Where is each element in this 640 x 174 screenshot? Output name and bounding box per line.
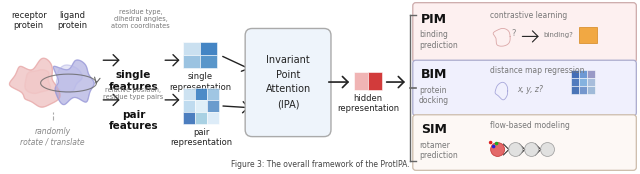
Text: SIM: SIM: [420, 123, 447, 136]
Text: randomly
rotate / translate: randomly rotate / translate: [20, 127, 85, 146]
Bar: [183, 42, 200, 55]
Bar: [195, 112, 207, 124]
Bar: [183, 55, 200, 68]
Text: receptor
protein: receptor protein: [11, 11, 47, 30]
FancyBboxPatch shape: [413, 115, 636, 170]
Polygon shape: [493, 28, 510, 46]
Text: pair
features: pair features: [109, 110, 158, 131]
Bar: [588, 78, 595, 86]
Bar: [572, 70, 579, 78]
Text: rotamer
prediction: rotamer prediction: [419, 141, 458, 160]
Bar: [579, 78, 588, 86]
Circle shape: [491, 143, 504, 156]
Text: BIM: BIM: [420, 68, 447, 81]
Bar: [368, 72, 382, 90]
Text: Invariant
Point
Attention
(IPA): Invariant Point Attention (IPA): [266, 55, 310, 109]
Text: ?: ?: [511, 29, 516, 38]
Circle shape: [509, 143, 522, 156]
Polygon shape: [25, 70, 51, 93]
Bar: [588, 70, 595, 78]
Bar: [207, 88, 220, 100]
Bar: [579, 70, 588, 78]
Polygon shape: [10, 58, 60, 107]
Bar: [579, 27, 597, 43]
FancyBboxPatch shape: [245, 29, 331, 137]
Text: ligand
protein: ligand protein: [58, 11, 88, 30]
Bar: [579, 86, 588, 94]
Bar: [588, 86, 595, 94]
Bar: [207, 112, 220, 124]
Text: Figure 3: The overall framework of the ProtIPA.: Figure 3: The overall framework of the P…: [230, 160, 410, 169]
Circle shape: [495, 142, 499, 145]
Bar: [572, 86, 579, 94]
Text: pair
representation: pair representation: [170, 128, 232, 147]
Text: distance map regression: distance map regression: [490, 66, 584, 75]
Bar: [207, 100, 220, 112]
Bar: [200, 42, 217, 55]
Bar: [200, 55, 217, 68]
Text: residue type,
dihedral angles,
atom coordinates: residue type, dihedral angles, atom coor…: [111, 9, 170, 29]
Text: hidden
representation: hidden representation: [337, 94, 399, 113]
Text: contrastive learning: contrastive learning: [490, 11, 567, 20]
Text: flow-based modeling: flow-based modeling: [490, 121, 570, 130]
Bar: [183, 112, 195, 124]
Bar: [195, 88, 207, 100]
Bar: [354, 72, 368, 90]
Polygon shape: [56, 65, 82, 93]
Bar: [183, 100, 195, 112]
Text: PIM: PIM: [420, 13, 447, 26]
Text: relative position,
residue type pairs: relative position, residue type pairs: [103, 87, 164, 100]
Text: single
features: single features: [109, 70, 158, 92]
Circle shape: [525, 143, 538, 156]
Text: binding
prediction: binding prediction: [419, 30, 458, 50]
Circle shape: [541, 143, 554, 156]
Bar: [572, 78, 579, 86]
Bar: [195, 100, 207, 112]
Polygon shape: [53, 60, 94, 105]
FancyBboxPatch shape: [413, 3, 636, 62]
Text: single
representation: single representation: [169, 72, 231, 92]
Text: x, y, z?: x, y, z?: [518, 85, 543, 94]
Text: protein
docking: protein docking: [419, 86, 449, 105]
Text: binding?: binding?: [543, 32, 573, 38]
Circle shape: [489, 141, 492, 144]
FancyBboxPatch shape: [413, 60, 636, 116]
Bar: [183, 88, 195, 100]
Circle shape: [492, 145, 495, 148]
Polygon shape: [495, 82, 508, 100]
